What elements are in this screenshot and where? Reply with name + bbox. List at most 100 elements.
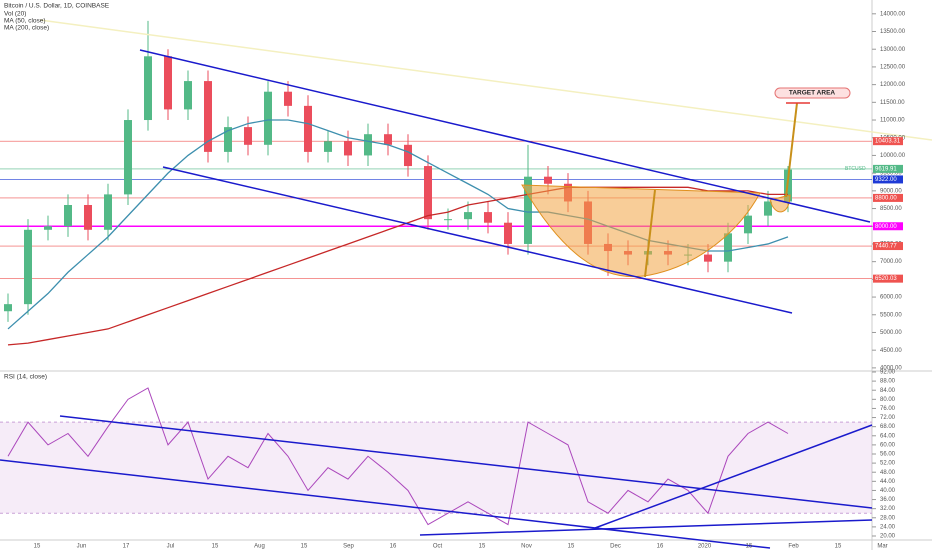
candle-body	[264, 91, 272, 145]
y-tick-label: 8500.00	[880, 206, 902, 212]
candle-body	[384, 134, 392, 145]
x-tick-label: 16	[657, 544, 664, 550]
price-label: 7440.77	[875, 244, 897, 250]
candle-body	[484, 212, 492, 223]
y-tick-label: 13000.00	[880, 47, 906, 53]
y-tick-label: 5500.00	[880, 312, 902, 318]
candle-body	[64, 205, 72, 227]
candle-body	[424, 166, 432, 220]
y-tick-label: 40.00	[880, 488, 896, 494]
y-tick-label: 56.00	[880, 452, 896, 458]
candle-body	[544, 176, 552, 184]
y-tick-label: 7000.00	[880, 259, 902, 265]
y-tick-label: 28.00	[880, 515, 896, 521]
chart-title: Bitcoin / U.S. Dollar, 1D, COINBASE	[4, 3, 110, 10]
y-tick-label: 4000.00	[880, 365, 902, 371]
candle-body	[404, 144, 412, 167]
x-tick-label: 15	[34, 544, 41, 550]
candle-body	[724, 233, 732, 262]
y-tick-label: 36.00	[880, 497, 896, 503]
y-tick-label: 92.00	[880, 370, 896, 376]
candle-body	[324, 141, 332, 152]
price-label: 8800.00	[875, 196, 897, 202]
price-label: 9619.91	[875, 166, 897, 172]
rsi-line	[7, 387, 789, 526]
y-tick-label: 68.00	[880, 424, 896, 430]
y-tick-label: 44.00	[880, 479, 896, 485]
price-label: 10403.31	[875, 139, 901, 145]
x-tick-label: Jun	[77, 544, 87, 550]
x-tick-label: Oct	[433, 544, 443, 550]
indicator: MA (200, close)	[4, 25, 49, 32]
y-tick-label: 11500.00	[880, 100, 905, 106]
symbol-label: BTCUSD	[845, 166, 866, 172]
price-label: 9322.00	[875, 177, 897, 183]
candle-body	[44, 226, 52, 230]
candle-body	[24, 229, 32, 305]
rsi-trendline	[594, 424, 873, 529]
indicator: MA (50, close)	[4, 18, 46, 25]
y-tick-label: 11000.00	[880, 118, 905, 124]
candle-body	[524, 176, 532, 244]
y-tick-label: 72.00	[880, 415, 896, 421]
y-tick-label: 88.00	[880, 379, 896, 385]
candle-body	[144, 56, 152, 121]
x-tick-label: 15	[301, 544, 308, 550]
price-label-box	[873, 222, 903, 231]
price-label-box	[873, 193, 903, 202]
x-tick-label: Feb	[788, 544, 799, 550]
y-tick-label: 48.00	[880, 470, 896, 476]
x-tick-label: Mar	[877, 544, 887, 550]
candle-body	[344, 141, 352, 156]
price-label-box	[873, 175, 903, 184]
y-tick-label: 84.00	[880, 388, 896, 394]
y-tick-label: 6000.00	[880, 295, 902, 301]
x-tick-label: Sep	[343, 544, 354, 550]
candle-body	[104, 194, 112, 230]
candle-body	[124, 120, 132, 195]
x-tick-label: Dec	[610, 544, 621, 550]
y-tick-label: 20.00	[880, 534, 896, 540]
rsi-trendline	[0, 459, 771, 549]
x-tick-label: Jul	[167, 544, 175, 550]
faint-trendline	[39, 19, 932, 141]
channel-top	[139, 49, 871, 223]
y-tick-label: 64.00	[880, 433, 896, 439]
candle-body	[284, 91, 292, 106]
candle-body	[244, 127, 252, 145]
candle-body	[84, 205, 92, 230]
x-tick-label: 15	[746, 544, 753, 550]
price-label-box	[873, 274, 903, 283]
x-tick-label: 15	[212, 544, 219, 550]
x-tick-label: Nov	[521, 544, 532, 550]
y-tick-label: 12500.00	[880, 64, 906, 70]
cup-depth	[644, 189, 656, 278]
y-tick-label: 24.00	[880, 524, 896, 530]
cup-shape	[521, 184, 761, 278]
candle-body	[184, 81, 192, 110]
y-tick-label: 9500.00	[880, 171, 902, 177]
candle-body	[744, 215, 752, 234]
indicator: Vol (20)	[4, 11, 26, 18]
y-tick-label: 12000.00	[880, 82, 906, 88]
rsi-trendline	[59, 415, 873, 509]
candle-body	[224, 127, 232, 152]
rsi-trendline	[419, 519, 873, 536]
channel-bottom	[162, 166, 793, 314]
y-tick-label: 5000.00	[880, 330, 902, 336]
y-tick-label: 52.00	[880, 461, 896, 467]
rsi-band	[0, 422, 872, 514]
candle-body	[444, 219, 452, 221]
y-tick-label: 80.00	[880, 397, 896, 403]
y-tick-label: 4500.00	[880, 348, 902, 354]
candle-body	[504, 222, 512, 244]
y-tick-label: 76.00	[880, 406, 896, 412]
y-tick-label: 9000.00	[880, 188, 902, 194]
projection	[785, 102, 798, 198]
candle-body	[364, 134, 372, 156]
candle-body	[304, 105, 312, 152]
target-label-box	[774, 87, 851, 99]
x-tick-label: 16	[390, 544, 397, 550]
price-label: 8000.00	[875, 224, 897, 230]
